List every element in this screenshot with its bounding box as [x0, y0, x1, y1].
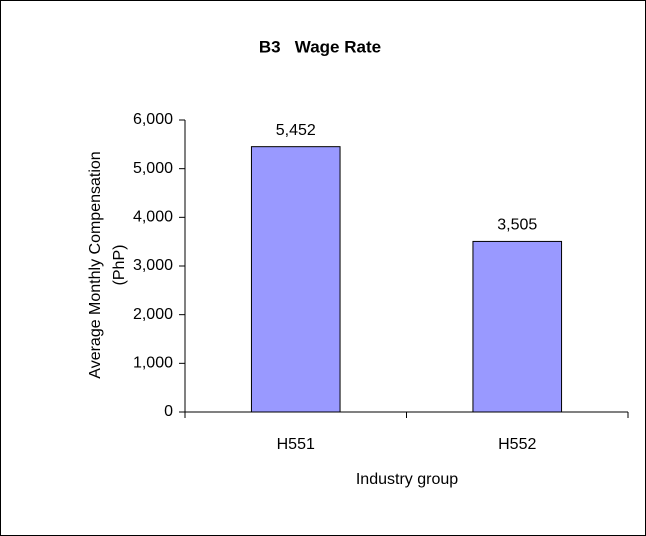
- data-label: 5,452: [276, 122, 316, 139]
- chart-title: B3 Wage Rate: [259, 37, 381, 56]
- x-tick-label: H552: [498, 436, 536, 453]
- y-tick-label: 3,000: [133, 257, 173, 274]
- x-tick-label: H551: [277, 436, 315, 453]
- y-tick-label: 5,000: [133, 160, 173, 177]
- y-axis-label: Average Monthly Compensation: [87, 151, 104, 378]
- y-tick-label: 0: [164, 403, 173, 420]
- y-tick-label: 1,000: [133, 355, 173, 372]
- data-label: 3,505: [497, 217, 537, 234]
- x-axis-label: Industry group: [356, 471, 458, 488]
- y-axis-label: (PhP): [111, 245, 128, 286]
- y-tick-label: 2,000: [133, 306, 173, 323]
- bar: [472, 240, 563, 413]
- y-tick-label: 6,000: [133, 111, 173, 128]
- bar: [250, 146, 341, 413]
- y-tick-label: 4,000: [133, 209, 173, 226]
